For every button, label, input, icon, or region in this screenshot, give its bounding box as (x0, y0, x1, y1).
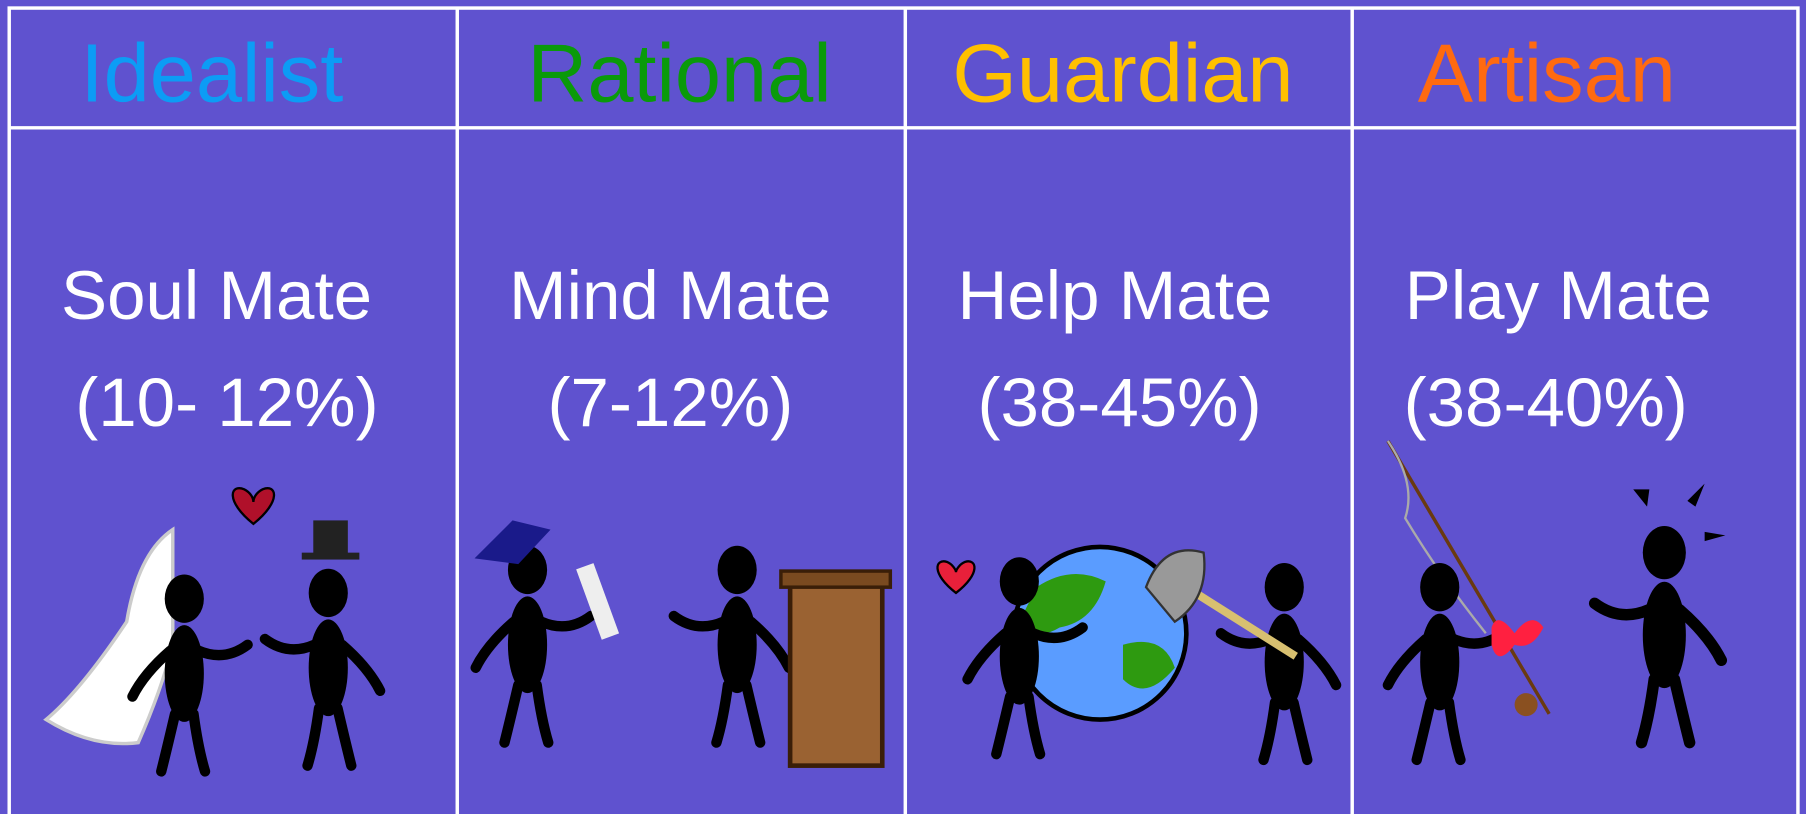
slide: Idealist Soul Mate (10- 12%) Rational Mind M… (0, 0, 1806, 814)
column-header: Artisan (1418, 26, 1676, 119)
column-share: (38-40%) (1404, 363, 1688, 441)
column-share: (7-12%) (547, 363, 793, 441)
column-title: Play Mate (1405, 256, 1712, 334)
column-header: Rational (527, 26, 831, 119)
column-header: Guardian (952, 26, 1293, 119)
column-share: (10- 12%) (75, 363, 378, 441)
column-share: (38-45%) (977, 363, 1261, 441)
column-title: Mind Mate (509, 256, 832, 334)
column-title: Soul Mate (61, 256, 372, 334)
page: Idealist Soul Mate (10- 12%) Rational Mind M… (0, 0, 1806, 814)
column-title: Help Mate (957, 256, 1272, 334)
column-header: Idealist (81, 26, 344, 119)
